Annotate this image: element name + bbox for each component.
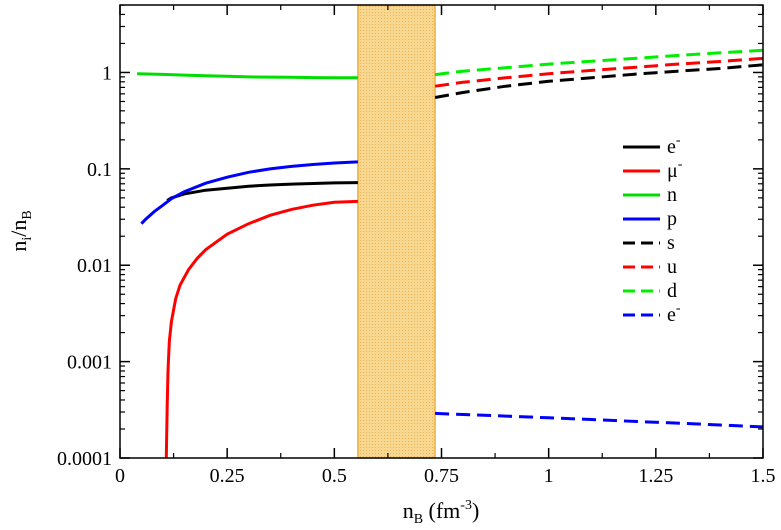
x-tick-label: 0 xyxy=(115,465,125,487)
legend-label-6: d xyxy=(667,280,677,302)
series-line-6 xyxy=(434,48,763,77)
x-tick-label: 0.5 xyxy=(322,465,347,487)
y-tick-label: 0.0001 xyxy=(57,448,112,470)
x-tick-label: 0.75 xyxy=(424,465,459,487)
mixed-phase-region xyxy=(357,4,436,459)
y-tick-label: 1 xyxy=(102,62,112,84)
x-tick-label: 1.25 xyxy=(638,465,673,487)
series-line-3 xyxy=(140,160,358,225)
legend-label-0: e- xyxy=(667,133,681,158)
plot-background xyxy=(120,5,763,458)
legend-label-1: μ- xyxy=(667,157,683,182)
series-line-2 xyxy=(137,72,358,80)
legend-label-4: s xyxy=(667,232,675,254)
series-line-4 xyxy=(434,63,763,99)
series-line-1 xyxy=(164,199,358,458)
x-tick-label: 1.5 xyxy=(751,465,776,487)
series-line-5 xyxy=(434,56,763,88)
series-line-7 xyxy=(435,411,763,429)
legend-label-2: n xyxy=(667,184,677,206)
x-axis-label: nB (fm-3) xyxy=(403,498,480,527)
legend-label-3: p xyxy=(667,208,677,230)
y-tick-label: 0.01 xyxy=(77,255,112,277)
x-tick-label: 1 xyxy=(544,465,554,487)
legend-label-5: u xyxy=(667,256,677,278)
y-axis-label: ni/nB xyxy=(6,210,35,251)
y-tick-label: 0.1 xyxy=(87,159,112,181)
y-tick-label: 0.001 xyxy=(67,352,112,374)
x-tick-label: 0.25 xyxy=(210,465,245,487)
legend-label-7: e- xyxy=(667,301,681,326)
